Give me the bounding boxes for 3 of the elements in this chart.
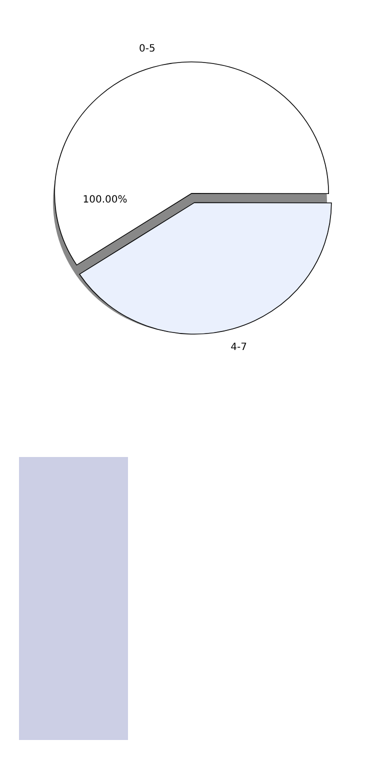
slice-label: 0-5 bbox=[138, 44, 156, 55]
text: 100.00% bbox=[82, 194, 128, 206]
slice-label: 4-7 bbox=[230, 342, 248, 353]
